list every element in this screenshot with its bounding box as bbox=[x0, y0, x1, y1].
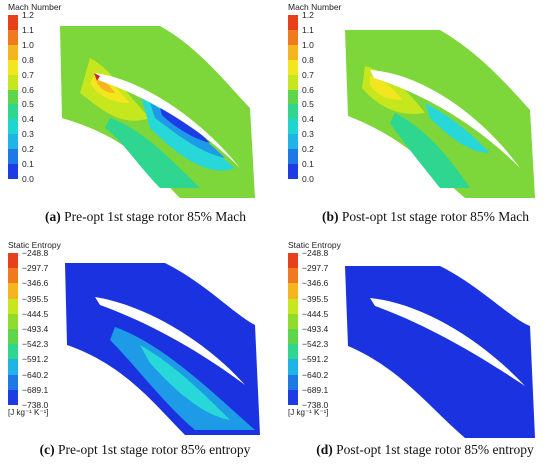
caption-b: (b) Post-opt 1st stage rotor 85% Mach bbox=[322, 209, 529, 224]
colorbar-b bbox=[288, 15, 298, 179]
tick-label: −640.2 bbox=[302, 369, 329, 380]
contour-plot-d bbox=[345, 266, 535, 438]
tick-label: 1.0 bbox=[302, 39, 314, 50]
tick-label: 0.3 bbox=[302, 129, 314, 140]
tick-label: 0.5 bbox=[22, 99, 34, 110]
tick-label: 0.2 bbox=[302, 144, 314, 155]
tick-label: 0.6 bbox=[22, 84, 34, 95]
tick-label: 0.8 bbox=[302, 54, 314, 65]
tick-label: −689.1 bbox=[22, 384, 49, 395]
colorbar-a bbox=[8, 15, 18, 179]
tick-label: 1.1 bbox=[22, 24, 34, 35]
tick-label: 0.1 bbox=[22, 159, 34, 170]
legend-title-a: Mach Number bbox=[8, 2, 62, 12]
tick-label: 1.2 bbox=[22, 10, 34, 20]
tick-label: −591.2 bbox=[302, 354, 329, 365]
tick-label: 0.7 bbox=[22, 69, 34, 80]
legend-title-d: Static Entropy bbox=[288, 240, 341, 250]
tick-label: 0.0 bbox=[22, 174, 34, 184]
tick-label: −738.0 bbox=[302, 400, 329, 410]
tick-label: −689.1 bbox=[302, 384, 329, 395]
tick-label: −346.6 bbox=[302, 278, 329, 289]
legend-title-b: Mach Number bbox=[288, 2, 342, 12]
tick-label: 0.5 bbox=[302, 99, 314, 110]
tick-label: 0.1 bbox=[302, 159, 314, 170]
tick-label: −395.5 bbox=[22, 293, 49, 304]
tick-label: −297.7 bbox=[302, 263, 329, 274]
caption-c: (c) Pre-opt 1st stage rotor 85% entropy bbox=[39, 442, 251, 457]
tick-label: −640.2 bbox=[22, 369, 49, 380]
tick-label: 1.1 bbox=[302, 24, 314, 35]
contour-plot-a bbox=[60, 26, 255, 198]
tick-label: −738.0 bbox=[22, 400, 49, 410]
unit-c: [J kg⁻¹ K⁻¹] bbox=[8, 408, 49, 417]
tick-label: −493.4 bbox=[302, 324, 329, 334]
tick-label: −542.3 bbox=[302, 339, 329, 350]
tick-label: −346.6 bbox=[22, 278, 49, 289]
caption-a: (a) Pre-opt 1st stage rotor 85% Mach bbox=[45, 209, 246, 224]
tick-label: 1.0 bbox=[22, 39, 34, 50]
tick-label: 0.0 bbox=[302, 174, 314, 184]
colorbar-d bbox=[288, 253, 298, 405]
caption-d: (d) Post-opt 1st stage rotor 85% entropy bbox=[316, 442, 534, 457]
tick-label: 0.4 bbox=[22, 114, 34, 125]
tick-label: −444.5 bbox=[302, 308, 329, 319]
tick-label: −542.3 bbox=[22, 339, 49, 350]
contour-plot-b bbox=[345, 30, 535, 198]
unit-d: [J kg⁻¹ K⁻¹] bbox=[288, 408, 329, 417]
tick-label: 0.3 bbox=[22, 129, 34, 140]
tick-label: −591.2 bbox=[22, 354, 49, 365]
tick-label: 0.8 bbox=[22, 54, 34, 65]
tick-label: 0.7 bbox=[302, 69, 314, 80]
tick-label: −444.5 bbox=[22, 308, 49, 319]
tick-label: −248.8 bbox=[302, 248, 329, 258]
tick-label: −248.8 bbox=[22, 248, 49, 258]
tick-label: 0.2 bbox=[22, 144, 34, 155]
legend-title-c: Static Entropy bbox=[8, 240, 61, 250]
tick-label: −493.4 bbox=[22, 324, 49, 334]
tick-label: 1.2 bbox=[302, 10, 314, 20]
tick-label: −395.5 bbox=[302, 293, 329, 304]
contour-plot-c bbox=[65, 263, 260, 435]
tick-label: 0.6 bbox=[302, 84, 314, 95]
colorbar-c bbox=[8, 253, 18, 405]
tick-label: 0.4 bbox=[302, 114, 314, 125]
tick-label: −297.7 bbox=[22, 263, 49, 274]
